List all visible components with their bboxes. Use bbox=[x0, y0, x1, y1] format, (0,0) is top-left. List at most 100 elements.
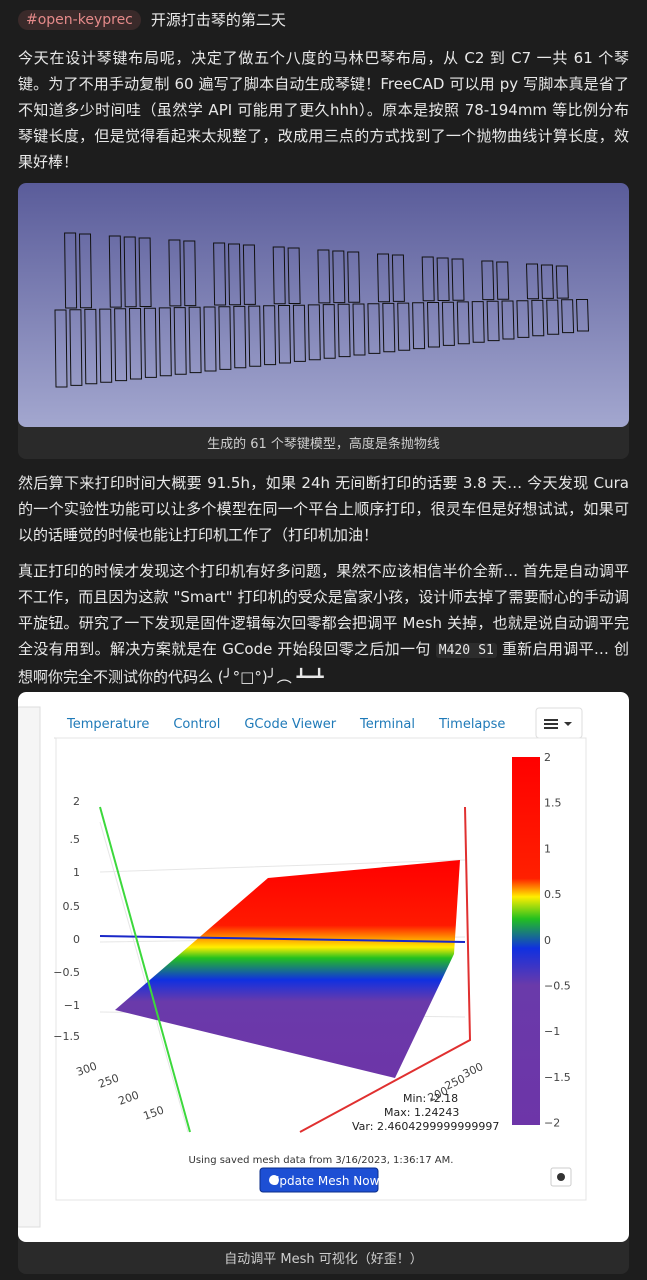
z-tick-label: .5 bbox=[70, 833, 81, 846]
key-outline bbox=[525, 263, 540, 300]
key-outline bbox=[108, 235, 122, 308]
key-outline bbox=[317, 249, 331, 304]
sidebar bbox=[18, 706, 41, 1228]
z-tick-label: 2 bbox=[73, 795, 80, 808]
key-outline bbox=[99, 308, 113, 383]
key-outline bbox=[481, 260, 495, 301]
key-outline bbox=[531, 299, 545, 337]
key-outline bbox=[412, 302, 426, 350]
paragraph: 今天在设计琴键布局呢，决定了做五个八度的马林巴琴布局，从 C2 到 C7 一共 … bbox=[18, 49, 629, 171]
key-outline bbox=[486, 300, 500, 342]
post-title: 开源打击琴的第二天 bbox=[150, 11, 286, 29]
z-tick-label: 1 bbox=[73, 866, 80, 879]
z-tick-label: 0.5 bbox=[63, 900, 81, 913]
update-button[interactable] bbox=[259, 1167, 379, 1193]
key-outline bbox=[263, 305, 277, 366]
colorbar-tick-label: 0.5 bbox=[544, 888, 562, 901]
mesh-note: Using saved mesh data from 3/16/2023, 1:… bbox=[189, 1155, 454, 1166]
key-outline bbox=[337, 303, 351, 358]
key-outline bbox=[213, 242, 227, 306]
key-outline bbox=[242, 244, 256, 305]
key-outline bbox=[78, 233, 93, 309]
key-outline bbox=[471, 301, 485, 343]
z-tick-label: −1 bbox=[64, 999, 80, 1012]
key-outline bbox=[307, 304, 321, 361]
octoprint-screenshot: Temperature Control GCode Viewer Terminal Ti… bbox=[18, 692, 629, 1242]
key-outline bbox=[277, 305, 292, 364]
key-outline bbox=[158, 307, 172, 377]
key-outline bbox=[84, 308, 98, 385]
colorbar-tick-label: −0.5 bbox=[544, 980, 571, 993]
key-outline bbox=[183, 240, 197, 307]
inline-code: M420 S1 bbox=[435, 643, 497, 658]
key-outline bbox=[555, 265, 569, 299]
stat-label: Min: -2.18 bbox=[403, 1092, 458, 1105]
key-outline bbox=[287, 247, 301, 304]
key-outline bbox=[248, 305, 262, 367]
info-icon bbox=[269, 1175, 279, 1185]
key-outline bbox=[376, 253, 391, 303]
stat-label: Max: 1.24243 bbox=[384, 1106, 459, 1119]
z-tick-label: 0 bbox=[73, 933, 80, 946]
key-outline bbox=[168, 239, 182, 307]
caret bbox=[564, 722, 572, 726]
stat-label: Var: 2.4604299999999997 bbox=[352, 1120, 499, 1133]
x-axis-line bbox=[99, 935, 466, 943]
z-axis-line bbox=[99, 806, 191, 1133]
key-outline bbox=[292, 304, 306, 362]
key-outline bbox=[436, 257, 450, 301]
text: 真正打印的时候才发现这个打印机有好多问题，果然不应该相信半价全新… 首先是自动调… bbox=[18, 562, 629, 658]
hashtag[interactable]: #open-keyprec bbox=[18, 9, 141, 30]
key-outline bbox=[188, 306, 202, 374]
menu-icon bbox=[544, 719, 558, 729]
key-outline bbox=[546, 299, 560, 335]
colorbar-tick-label: 1 bbox=[544, 842, 551, 855]
tab[interactable]: Control bbox=[173, 717, 220, 732]
key-outline bbox=[138, 237, 152, 307]
key-outline bbox=[128, 308, 143, 380]
key-outline bbox=[203, 306, 217, 372]
key-outline bbox=[575, 299, 590, 332]
tab[interactable]: Terminal bbox=[359, 717, 415, 732]
colorbar-tick-label: −1.5 bbox=[544, 1071, 571, 1084]
button-label: Update Mesh Now bbox=[271, 1174, 380, 1188]
key-outline bbox=[540, 264, 554, 299]
figure: Temperature Control GCode Viewer Terminal Ti… bbox=[18, 692, 629, 1274]
gear-icon bbox=[557, 1173, 565, 1181]
key-outline bbox=[54, 309, 68, 388]
colorbar-tick-label: 1.5 bbox=[544, 797, 562, 810]
key-outline bbox=[397, 302, 411, 351]
header: #open-keyprec 开源打击琴的第二天 bbox=[18, 9, 286, 30]
tab[interactable]: Timelapse bbox=[438, 717, 505, 732]
y-axis-line bbox=[299, 806, 472, 1133]
key-outline bbox=[347, 251, 361, 303]
paragraph: 真正打印的时候才发现这个打印机有好多问题，果然不应该相信半价全新… 首先是自动调… bbox=[18, 558, 629, 690]
key-outline bbox=[322, 304, 336, 359]
z-tick-label: −0.5 bbox=[53, 966, 80, 979]
text: 重新启用调平… 创想啊你完全不测试你的代码么 (╯°□°)╯︵ ┻━┻ bbox=[18, 640, 629, 686]
key-outline bbox=[173, 307, 187, 375]
key-outline bbox=[352, 303, 366, 356]
key-outline bbox=[382, 302, 396, 353]
key-outline bbox=[114, 308, 128, 382]
menu-button[interactable] bbox=[535, 707, 583, 739]
key-outline bbox=[272, 246, 286, 305]
mesh-surface bbox=[115, 860, 460, 1078]
figure: 生成的 61 个琴键模型，高度是条抛物线 bbox=[18, 183, 629, 459]
tab[interactable]: GCode Viewer bbox=[244, 717, 336, 732]
key-outline bbox=[143, 307, 157, 378]
caption: 自动调平 Mesh 可视化（好歪！） bbox=[224, 1252, 423, 1267]
key-outline bbox=[227, 243, 242, 306]
key-outline bbox=[496, 261, 510, 300]
key-outline bbox=[123, 236, 137, 308]
key-outline bbox=[233, 305, 247, 369]
key-outline bbox=[218, 306, 232, 370]
key-outline bbox=[456, 301, 470, 345]
tab[interactable]: Temperature bbox=[66, 717, 149, 732]
z-tick-label: −1.5 bbox=[53, 1030, 80, 1043]
key-outline bbox=[421, 256, 435, 302]
colorbar-tick-label: 2 bbox=[544, 751, 551, 764]
tab-content bbox=[55, 737, 587, 1201]
key-outline bbox=[516, 300, 530, 338]
key-outline bbox=[64, 232, 78, 309]
